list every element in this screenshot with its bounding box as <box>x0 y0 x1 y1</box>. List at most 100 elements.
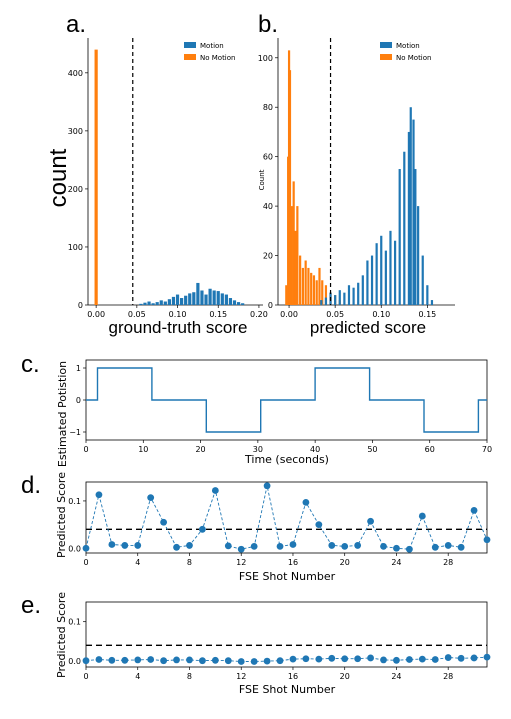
panel-a-bar-motion <box>147 301 151 305</box>
panel-e-score-point <box>457 654 465 662</box>
panel-b-ytick-label: 60 <box>263 153 273 162</box>
panel-d-ytick-label: 0.1 <box>68 497 81 506</box>
panel-e-score-point <box>276 657 284 665</box>
panel-d-score-point <box>276 542 284 550</box>
panel-c-letter: c. <box>21 351 40 378</box>
panel-b-bar-motion <box>343 292 346 305</box>
panel-b-bar-motion <box>357 282 360 305</box>
panel-a-histogram: count ground-truth score Motion No Motio… <box>45 38 268 337</box>
panel-d-xlabel: FSE Shot Number <box>239 570 336 583</box>
panel-a-bar-motion <box>208 288 212 305</box>
legend-a-nomotion-swatch <box>184 54 196 60</box>
panel-a-bar-motion <box>220 293 224 305</box>
panel-e-score-point <box>354 655 362 663</box>
panel-e-xtick-label: 16 <box>288 672 298 681</box>
panel-d-score-point <box>134 542 142 549</box>
panel-d-xtick-label: 24 <box>391 558 401 567</box>
panel-a-bar-motion <box>167 299 171 305</box>
panel-d-score-point <box>444 542 452 549</box>
panel-e-score-point <box>250 658 258 665</box>
panel-e-score-plot: Predicted Score FSE Shot Number 0 4 8 12 16 2… <box>55 592 491 696</box>
panel-c-position-line <box>86 367 487 433</box>
panel-d-score-point <box>95 491 103 499</box>
panel-a-bar-motion <box>188 293 192 305</box>
panel-a-bar-motion <box>171 296 176 305</box>
panel-e-ytick-label: 0.0 <box>68 657 81 666</box>
panel-b-bar-motion <box>366 260 369 305</box>
panel-e-score-point <box>405 656 413 663</box>
panel-e-score-point <box>121 656 129 664</box>
legend-a-motion-label: Motion <box>200 42 224 50</box>
panel-a-bar-motion <box>232 300 237 305</box>
panel-b-bar-motion <box>352 287 355 305</box>
panel-b-bar-no-motion <box>294 230 297 305</box>
panel-d-xtick-label: 8 <box>187 558 192 567</box>
panel-d-ytick-label: 0.0 <box>68 544 81 553</box>
panel-e-score-point <box>393 656 400 664</box>
panel-c-ytick-label: 0 <box>76 396 81 405</box>
panel-d-xtick-label: 4 <box>135 558 140 567</box>
panel-a-ytick-label: 300 <box>68 127 83 136</box>
panel-d-score-point <box>186 542 193 549</box>
panel-a-ytick-label: 200 <box>68 185 83 194</box>
panel-e-score-point <box>199 657 206 665</box>
panel-a-bar-motion <box>180 298 184 305</box>
panel-b-bar-no-motion <box>296 206 299 305</box>
panel-e-xlabel: FSE Shot Number <box>239 683 336 696</box>
panel-d-score-plot: Predicted Score FSE Shot Number 0 4 8 12 16 2… <box>55 472 491 583</box>
panel-a-xtick-label: 0.20 <box>250 310 268 319</box>
panel-a-bar-motion <box>204 294 208 305</box>
panel-a-bar-motion <box>163 301 167 305</box>
panel-c-xlabel: Time (seconds) <box>244 453 329 466</box>
panel-e-score-point <box>82 657 90 665</box>
panel-d-score-point <box>82 544 90 552</box>
panel-c-xtick-label: 20 <box>195 445 205 454</box>
panel-e-score-point <box>418 655 426 663</box>
panel-e-ytick-label: 0.1 <box>68 618 81 627</box>
panel-e-score-line <box>85 656 488 662</box>
panel-a-xtick-label: 0.15 <box>209 310 227 319</box>
panel-b-bar-motion <box>398 169 401 305</box>
panel-b-bar-no-motion <box>307 267 310 305</box>
panel-a-bar-motion <box>224 294 228 305</box>
legend-b-nomotion-swatch <box>380 54 392 60</box>
panel-c-xtick-label: 10 <box>138 445 148 454</box>
panel-e-score-point <box>160 657 168 665</box>
panel-d-score-point <box>250 542 258 550</box>
panel-a-bar-motion <box>184 295 188 305</box>
panel-e-xtick-label: 8 <box>187 672 192 681</box>
panel-e-score-point <box>108 656 116 664</box>
panel-b-xlabel: predicted score <box>310 318 426 337</box>
panel-d-score-point <box>289 541 297 548</box>
panel-a-legend: Motion No Motion <box>184 42 235 62</box>
panel-e-score-point <box>237 658 245 665</box>
legend-b-nomotion-label: No Motion <box>396 54 431 62</box>
panel-d-score-point <box>108 541 116 548</box>
panel-a-bar-motion <box>139 303 143 305</box>
legend-b-motion-swatch <box>380 42 392 48</box>
panel-b-bar-no-motion <box>290 206 293 305</box>
panel-c-xtick-label: 30 <box>253 445 263 454</box>
panel-d-score-point <box>470 507 478 514</box>
panel-a-ytick-label: 0 <box>78 301 83 310</box>
panel-b-bar-no-motion <box>310 272 313 305</box>
panel-a-bar-no-motion <box>94 49 98 305</box>
panel-b-xtick-label: 0.10 <box>372 310 390 319</box>
panel-a-bar-motion <box>196 282 200 305</box>
panel-b-bar-motion <box>412 119 415 305</box>
panel-b-bar-no-motion <box>301 267 304 305</box>
panel-b-bar-no-motion <box>318 267 321 305</box>
panel-b-ytick-label: 80 <box>263 103 273 112</box>
panel-b-bar-motion <box>375 243 378 305</box>
panel-e-ylabel: Predicted Score <box>55 592 68 678</box>
panel-b-letter: b. <box>258 11 278 38</box>
panel-b-bar-motion <box>347 285 351 305</box>
panel-d-ylabel: Predicted Score <box>55 472 68 558</box>
panel-d-score-point <box>147 494 155 502</box>
panel-b-bar-motion <box>430 300 434 305</box>
panel-d-score-point <box>341 542 349 550</box>
panel-e-score-point <box>470 654 478 662</box>
panel-d-score-point <box>367 517 374 525</box>
panel-b-bar-motion <box>407 131 411 305</box>
panel-e-score-point <box>263 657 271 665</box>
